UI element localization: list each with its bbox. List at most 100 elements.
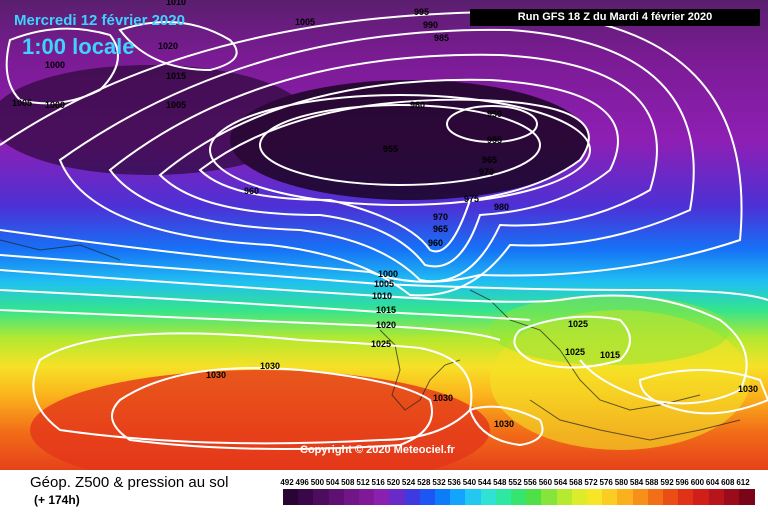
weather-map: 1010 1005 1020 1000 1015 1005 1000 1005 … (0, 0, 768, 470)
legend-swatch (663, 489, 679, 505)
copyright-notice: Copyright © 2020 Meteociel.fr (300, 444, 455, 456)
forecast-lead-time: (+ 174h) (34, 493, 80, 507)
pressure-label: 1010 (166, 0, 186, 7)
legend-swatch (435, 489, 451, 505)
legend-tick-label: 568 (569, 478, 583, 487)
legend-tick-label: 492 (280, 478, 294, 487)
legend-swatch (526, 489, 542, 505)
legend-tick-label: 544 (477, 478, 492, 487)
pressure-label: 960 (410, 100, 425, 110)
forecast-time: 1:00 locale (22, 34, 135, 59)
legend-swatch (419, 489, 436, 505)
legend-tick-label: 564 (553, 478, 568, 487)
pressure-label: 955 (487, 135, 502, 145)
legend-tick-label: 548 (493, 478, 507, 487)
high-red-zone (30, 370, 490, 470)
pressure-label: 1005 (374, 279, 394, 289)
legend-tick-label: 496 (295, 478, 309, 487)
pressure-label: 960 (244, 186, 259, 196)
isobar-960 (209, 94, 591, 206)
legend-swatch (541, 489, 558, 505)
legend-tick-label: 516 (371, 478, 385, 487)
isobar-955 (259, 104, 541, 186)
pressure-label: 1000 (45, 60, 65, 70)
isobar-1010 (0, 269, 561, 303)
legend-swatch (480, 489, 497, 505)
isobar-965 (198, 98, 590, 253)
pressure-label: 975 (464, 194, 479, 204)
pressure-label: 1015 (166, 71, 186, 81)
pressure-labels: 1010 1005 1020 1000 1015 1005 1000 1005 … (12, 0, 758, 429)
legend-tick-label: 560 (538, 478, 553, 487)
legend-swatch (450, 489, 466, 505)
color-scale-legend: 492 496 500 504 508 512 516 520 524 528 532 536 540 5… (280, 478, 755, 508)
legend-swatch (647, 489, 664, 505)
pressure-label: 1005 (12, 98, 32, 108)
legend-swatch (739, 489, 755, 505)
legend-tick-label: 536 (447, 478, 461, 487)
isobar-1025-east (513, 315, 631, 369)
legend-tick-label: 588 (645, 478, 659, 487)
isobar-950 (446, 105, 538, 143)
coastlines (0, 239, 741, 441)
isobar-980 (108, 53, 658, 283)
legend-swatch (359, 489, 375, 505)
pressure-label: 1020 (158, 41, 178, 51)
pressure-label: 990 (423, 20, 438, 30)
legend-tick-label: 508 (341, 478, 355, 487)
pressure-label: 980 (494, 202, 509, 212)
legend-tick-label: 556 (523, 478, 537, 487)
pressure-label: 955 (383, 144, 398, 154)
pressure-label: 1025 (565, 347, 585, 357)
legend-swatch (632, 489, 649, 505)
isobars (0, 10, 768, 450)
pressure-label: 965 (433, 224, 448, 234)
legend-tick-label: 504 (325, 478, 340, 487)
legend-tick-label: 576 (599, 478, 613, 487)
legend-swatch (298, 489, 314, 505)
map-title: Géop. Z500 & pression au sol (30, 474, 229, 491)
pressure-label: 970 (433, 212, 448, 222)
pressure-label: 1030 (260, 361, 280, 371)
legend-tick-label: 592 (660, 478, 674, 487)
pressure-label: 1005 (166, 100, 186, 110)
legend-swatch (313, 489, 330, 505)
pressure-label: 985 (434, 33, 449, 43)
low-core (230, 80, 590, 200)
pressure-label: 1000 (45, 100, 65, 110)
legend-swatch (556, 489, 573, 505)
legend-tick-label: 512 (356, 478, 370, 487)
pressure-label: 1030 (433, 393, 453, 403)
isobar-990 (58, 28, 695, 297)
isobar-1015 (0, 289, 531, 321)
legend-swatch (465, 489, 482, 505)
isobar-1000 (0, 10, 743, 283)
legend-tick-label: 608 (721, 478, 735, 487)
legend-swatch (404, 489, 421, 505)
legend-swatch (678, 489, 694, 505)
isobar-1030 (111, 367, 433, 450)
isobar-1020 (0, 309, 501, 341)
pressure-label: 995 (414, 7, 429, 17)
pressure-label: 950 (487, 109, 502, 119)
isobar-1015-east (559, 294, 748, 405)
isobar-1000-nw (5, 27, 119, 105)
pressure-label: 1010 (372, 291, 392, 301)
legend-tick-label: 604 (705, 478, 720, 487)
pressure-label: 1000 (378, 269, 398, 279)
pressure-label: 1030 (494, 419, 514, 429)
isobar-1030-east (638, 369, 768, 415)
low-core-tail (0, 65, 310, 175)
legend-tick-label: 540 (462, 478, 477, 487)
legend-tick-label: 520 (386, 478, 401, 487)
legend-tick-label: 524 (401, 478, 416, 487)
isobar-1005 (0, 254, 768, 301)
legend-tick-label: 528 (417, 478, 431, 487)
legend-swatch (587, 489, 603, 505)
legend-tick-label: 584 (629, 478, 644, 487)
legend-tick-label: 572 (584, 478, 598, 487)
pressure-label: 1025 (371, 339, 391, 349)
east-green-zone (490, 295, 730, 365)
pressure-label: 1020 (376, 320, 396, 330)
